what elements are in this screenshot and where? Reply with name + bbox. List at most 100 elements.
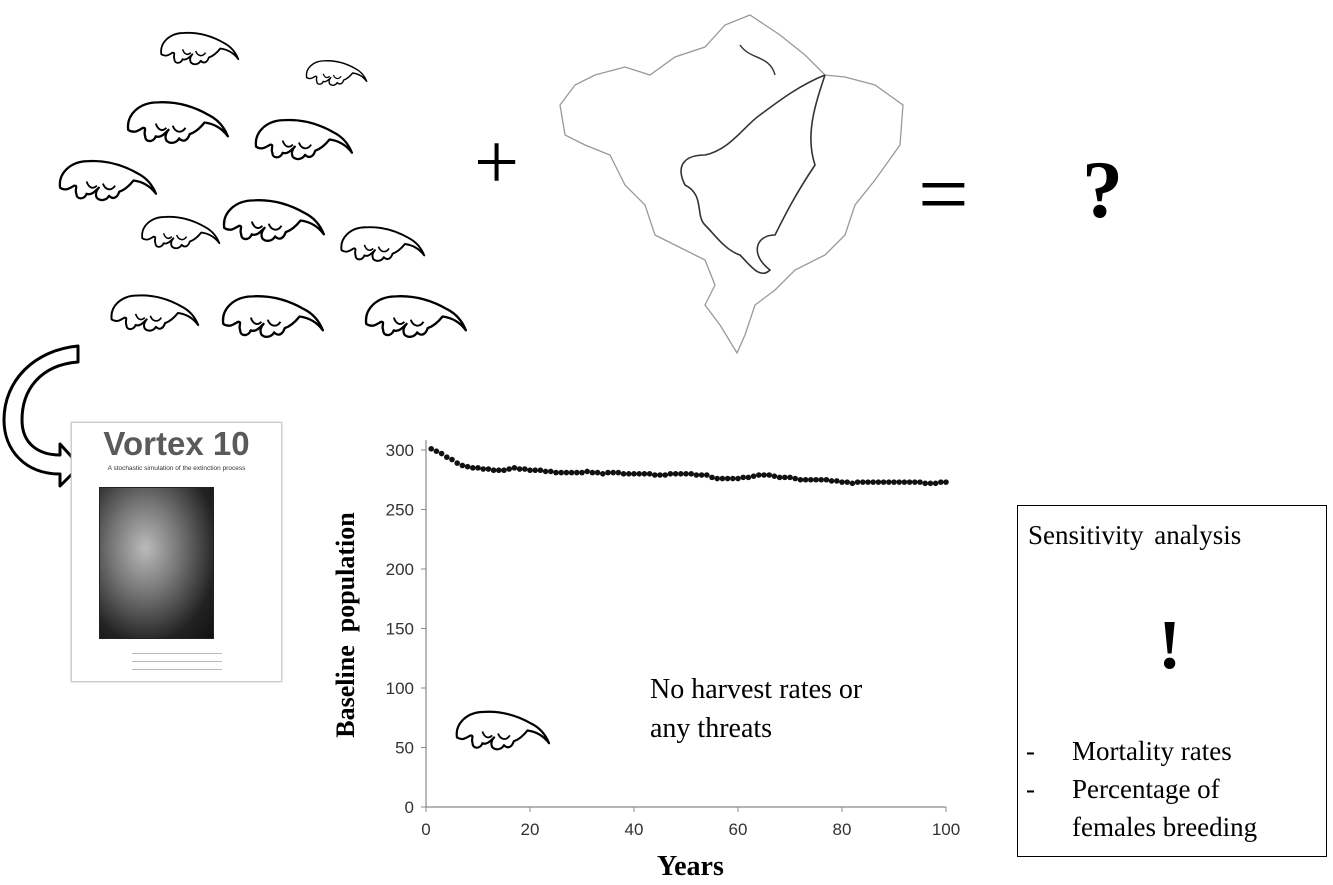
data-point	[735, 475, 741, 482]
data-point	[553, 469, 559, 476]
data-point	[511, 465, 518, 471]
brazil-map	[559, 14, 904, 355]
data-point	[626, 471, 632, 477]
data-point	[433, 448, 440, 454]
data-point	[776, 474, 783, 481]
data-point	[688, 471, 694, 477]
data-point	[475, 465, 481, 471]
data-point	[782, 474, 788, 481]
exclamation-mark: !	[1158, 607, 1182, 684]
equals-sign: =	[918, 145, 969, 244]
data-point	[854, 479, 861, 485]
data-point	[610, 469, 616, 476]
data-point	[797, 476, 804, 483]
data-point	[558, 469, 564, 476]
data-point	[548, 468, 554, 475]
data-point	[828, 478, 835, 484]
data-point	[938, 479, 944, 485]
data-point	[740, 474, 746, 481]
data-point	[667, 471, 674, 477]
data-point	[646, 471, 653, 477]
data-point	[516, 466, 523, 472]
data-point	[834, 478, 840, 484]
data-point	[672, 471, 679, 477]
data-point	[787, 474, 793, 481]
data-point	[506, 466, 512, 472]
data-point	[792, 475, 798, 482]
data-point	[756, 472, 762, 478]
data-point	[906, 479, 913, 485]
data-point	[589, 469, 596, 476]
y-axis-label: Baseline population	[331, 512, 360, 738]
y-tick-label: 200	[386, 560, 414, 579]
question-mark: ?	[1082, 144, 1123, 235]
data-point	[704, 472, 710, 478]
data-point	[537, 467, 544, 474]
data-point	[761, 472, 767, 478]
data-point	[641, 471, 648, 477]
data-point	[683, 471, 689, 477]
x-tick-label: 20	[521, 820, 540, 839]
data-point	[932, 480, 939, 487]
data-point	[724, 475, 731, 482]
data-point	[844, 479, 850, 485]
x-tick-label: 60	[729, 820, 748, 839]
sensitivity-title: Sensitivity analysis	[1028, 520, 1242, 550]
data-point	[542, 468, 549, 475]
sensitivity-item-females-line-2: females breeding	[1072, 812, 1258, 842]
data-point	[750, 473, 757, 479]
y-tick-label: 250	[386, 501, 414, 520]
data-point	[652, 472, 658, 478]
chart-annotation-line-1: No harvest rates or	[650, 674, 863, 705]
data-point	[860, 479, 866, 485]
x-tick-label: 80	[833, 820, 852, 839]
data-point	[922, 480, 928, 487]
data-point	[631, 471, 637, 477]
data-point	[522, 466, 528, 472]
data-point	[865, 479, 871, 485]
data-point	[527, 467, 533, 474]
bullet-dash: -	[1026, 736, 1035, 766]
data-point	[698, 472, 705, 478]
x-tick-label: 100	[932, 820, 960, 839]
data-point	[771, 473, 778, 479]
bullet-dash: -	[1026, 774, 1035, 804]
data-point	[438, 450, 445, 457]
data-point	[745, 474, 752, 481]
data-point	[490, 467, 497, 474]
data-point	[532, 467, 538, 474]
curved-arrow-icon	[2, 344, 82, 488]
data-point	[886, 479, 892, 485]
sensitivity-item-females-line-1: Percentage of	[1072, 774, 1220, 804]
data-point	[496, 467, 502, 474]
y-tick-label: 50	[395, 739, 414, 758]
vortex-software-screenshot: Vortex 10 A stochastic simulation of the…	[71, 422, 282, 682]
data-point	[766, 472, 772, 478]
data-point	[714, 475, 720, 482]
y-tick-label: 300	[386, 441, 414, 460]
data-point	[917, 479, 923, 485]
data-point	[808, 476, 814, 483]
data-point	[678, 471, 684, 477]
anteater-icon	[453, 706, 551, 755]
data-point	[454, 460, 461, 466]
y-tick-label: 150	[386, 620, 414, 639]
data-point	[901, 479, 908, 485]
data-point	[615, 469, 622, 476]
data-point	[579, 469, 585, 476]
vortex-cover-image	[99, 487, 214, 639]
data-point	[813, 476, 819, 483]
data-point	[480, 466, 487, 472]
plus-sign: +	[474, 119, 520, 207]
vortex-menu-lines	[132, 649, 222, 677]
data-point	[719, 475, 726, 482]
data-point	[428, 446, 435, 452]
data-point	[464, 463, 471, 470]
vortex-title: Vortex 10	[103, 425, 250, 462]
sensitivity-analysis-box: Sensitivity analysis ! - Mortality rates…	[1017, 505, 1327, 857]
vortex-subtitle: A stochastic simulation of the extinctio…	[107, 465, 246, 472]
data-point	[568, 469, 575, 476]
data-point	[693, 472, 700, 478]
data-point	[584, 468, 590, 475]
